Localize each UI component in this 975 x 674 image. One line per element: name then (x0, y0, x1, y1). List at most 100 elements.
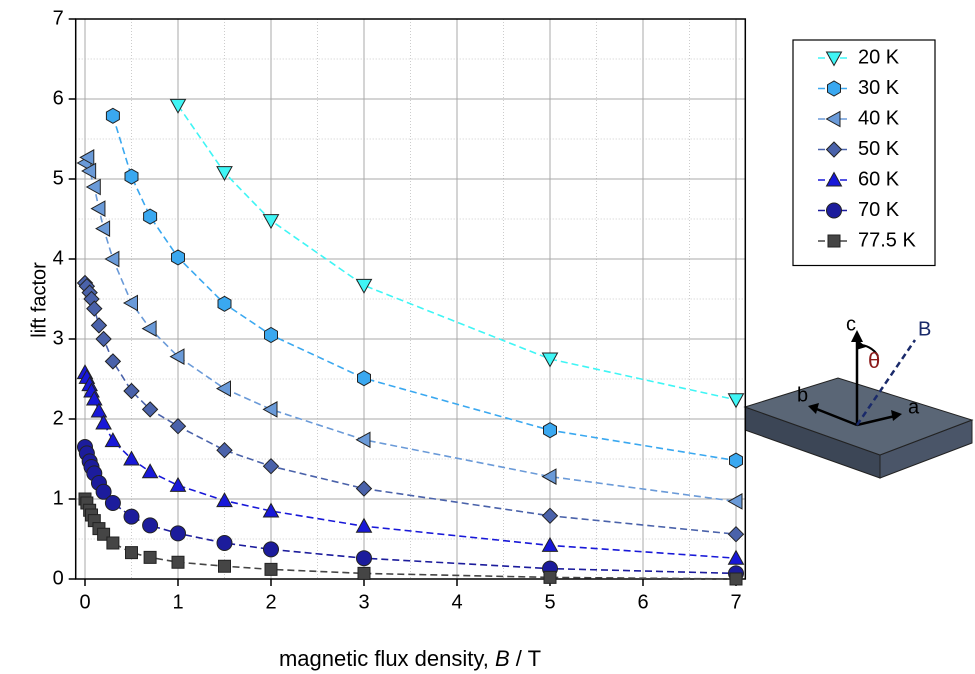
marker (541, 507, 559, 525)
arrow-head (808, 403, 819, 414)
marker (106, 536, 120, 550)
x-tick-label: 7 (730, 591, 741, 613)
series (76, 364, 745, 565)
arrow-head (891, 410, 902, 421)
marker (216, 441, 233, 459)
marker (727, 393, 745, 409)
marker (216, 535, 233, 551)
legend-marker (825, 141, 843, 158)
marker (262, 502, 280, 518)
marker (169, 417, 187, 435)
marker (727, 493, 743, 510)
marker (141, 320, 157, 337)
marker (541, 536, 559, 552)
legend-label: 30 K (858, 77, 900, 99)
marker (541, 468, 557, 485)
marker (85, 390, 103, 406)
y-tick-label: 7 (53, 7, 64, 29)
y-tick-label: 5 (53, 167, 64, 189)
marker (90, 402, 108, 418)
legend-label: 60 K (858, 168, 900, 190)
legend-label: 77.5 K (858, 229, 916, 251)
legend-label: 40 K (858, 107, 900, 129)
y-tick-label: 4 (53, 247, 64, 269)
legend-label: 70 K (858, 199, 900, 221)
x-axis-label: magnetic flux density, B / T (279, 646, 541, 671)
legend-marker (825, 171, 843, 187)
marker (95, 483, 112, 500)
series (76, 149, 743, 510)
inset-label: a (908, 396, 920, 418)
series (169, 98, 745, 409)
marker (169, 476, 187, 492)
fit-line (84, 446, 737, 575)
b-axis (813, 406, 858, 427)
marker (90, 200, 106, 217)
marker (727, 549, 745, 565)
inset-label: θ (868, 348, 880, 373)
x-tick-label: 3 (358, 591, 369, 613)
inset-label: c (846, 313, 856, 335)
y-axis-label: lift factor (28, 262, 50, 338)
x-axis-label-part: magnetic flux density, (279, 646, 495, 671)
x-axis-label-part: B (495, 646, 510, 671)
marker (90, 317, 108, 334)
legend-marker (827, 80, 841, 97)
marker (543, 422, 557, 439)
marker (216, 166, 233, 182)
legend: 20 K 30 K 40 K 50 K 60 K 70 K 77.5 K (792, 39, 936, 267)
y-tick-label: 0 (53, 567, 64, 589)
marker (264, 326, 278, 344)
marker (169, 348, 185, 365)
slab-top (743, 377, 974, 456)
marker (264, 562, 278, 576)
marker (86, 300, 103, 317)
x-axis-label-part: / T (510, 646, 541, 671)
marker (81, 162, 97, 180)
marker (727, 525, 745, 543)
inset-diagram: c B θ b a (743, 313, 974, 479)
legend-marker (825, 202, 843, 219)
series (76, 439, 745, 582)
marker (262, 401, 278, 418)
arrow-head (851, 330, 863, 342)
inset-label: b (797, 384, 808, 406)
marker (85, 178, 101, 196)
legend-label: 20 K (858, 46, 900, 68)
marker (262, 214, 280, 230)
legend-box (792, 39, 936, 267)
marker (355, 517, 373, 533)
marker (143, 550, 157, 564)
marker (218, 559, 231, 573)
x-tick-label: 2 (265, 591, 276, 613)
marker (141, 463, 159, 479)
marker (215, 380, 231, 397)
marker (104, 432, 122, 448)
a-axis (856, 414, 896, 427)
marker (169, 98, 187, 114)
marker (79, 149, 95, 166)
series (78, 492, 743, 586)
marker (355, 431, 371, 449)
marker (169, 525, 187, 542)
marker (95, 414, 112, 430)
marker (357, 370, 371, 387)
x-tick-label: 4 (451, 591, 462, 613)
x-tick-label: 5 (544, 591, 555, 613)
y-tick-label: 1 (53, 487, 64, 509)
marker (143, 208, 158, 225)
marker (729, 572, 743, 586)
x-tick-label: 0 (79, 591, 90, 613)
marker (141, 401, 159, 418)
marker (104, 353, 122, 370)
marker (104, 250, 120, 268)
marker (729, 452, 743, 469)
field-direction (855, 339, 917, 426)
marker (123, 450, 140, 466)
marker (357, 566, 371, 580)
marker (541, 352, 559, 368)
legend-marker (827, 234, 841, 248)
y-tick-label: 6 (53, 87, 64, 109)
x-tick-label: 1 (172, 591, 183, 613)
